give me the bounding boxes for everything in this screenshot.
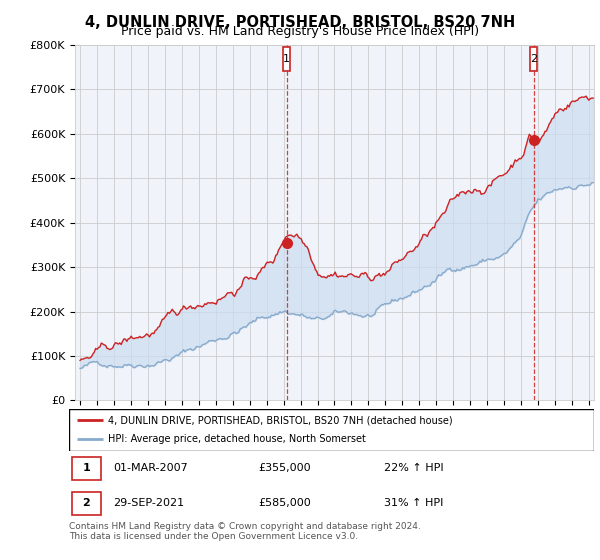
- Text: 4, DUNLIN DRIVE, PORTISHEAD, BRISTOL, BS20 7NH (detached house): 4, DUNLIN DRIVE, PORTISHEAD, BRISTOL, BS…: [109, 415, 453, 425]
- Text: 01-MAR-2007: 01-MAR-2007: [113, 464, 188, 473]
- FancyBboxPatch shape: [71, 457, 101, 480]
- FancyBboxPatch shape: [69, 409, 594, 451]
- Text: 2: 2: [82, 498, 90, 508]
- Text: £355,000: £355,000: [258, 464, 311, 473]
- Text: HPI: Average price, detached house, North Somerset: HPI: Average price, detached house, Nort…: [109, 434, 366, 444]
- Text: 2: 2: [530, 54, 538, 64]
- FancyBboxPatch shape: [283, 46, 290, 72]
- Text: 22% ↑ HPI: 22% ↑ HPI: [384, 464, 443, 473]
- Text: 29-SEP-2021: 29-SEP-2021: [113, 498, 185, 508]
- Text: 31% ↑ HPI: 31% ↑ HPI: [384, 498, 443, 508]
- Text: 1: 1: [82, 464, 90, 473]
- Text: £585,000: £585,000: [258, 498, 311, 508]
- FancyBboxPatch shape: [530, 46, 537, 72]
- FancyBboxPatch shape: [71, 492, 101, 515]
- Text: 1: 1: [283, 54, 290, 64]
- Text: 4, DUNLIN DRIVE, PORTISHEAD, BRISTOL, BS20 7NH: 4, DUNLIN DRIVE, PORTISHEAD, BRISTOL, BS…: [85, 15, 515, 30]
- Text: Price paid vs. HM Land Registry's House Price Index (HPI): Price paid vs. HM Land Registry's House …: [121, 25, 479, 38]
- Text: Contains HM Land Registry data © Crown copyright and database right 2024.
This d: Contains HM Land Registry data © Crown c…: [69, 522, 421, 542]
